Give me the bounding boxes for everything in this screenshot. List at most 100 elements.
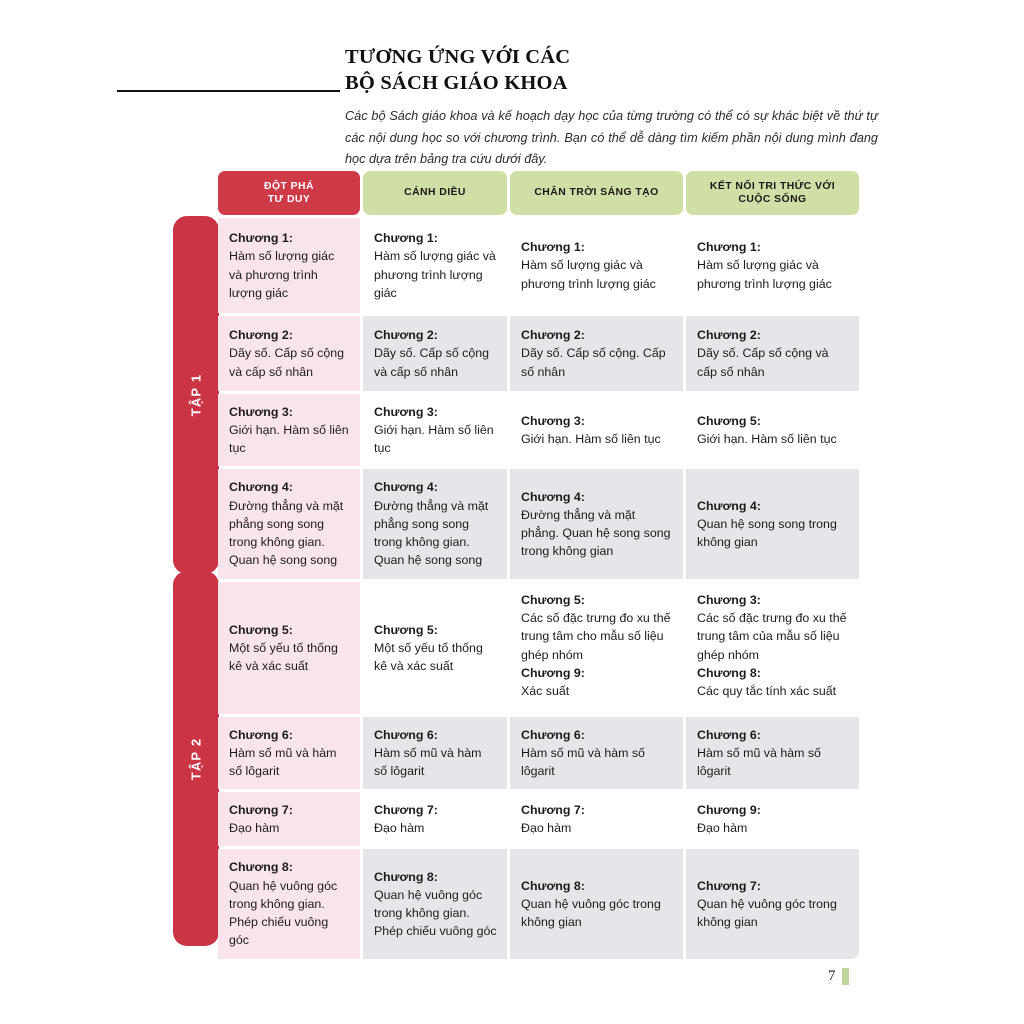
table-cell: Chương 4: Đường thẳng và mặt phẳng song s… xyxy=(218,469,360,579)
table-cell: Chương 1: Hàm số lượng giác và phương trì… xyxy=(218,218,360,313)
column-header-line-2: CUỘC SỐNG xyxy=(738,194,807,205)
column-header-chan-troi-sang-tao: CHÂN TRỜI SÁNG TẠO xyxy=(510,171,683,215)
chapter-description: Xác suất xyxy=(521,684,570,699)
chapter-label: Chương 7: xyxy=(521,802,585,817)
column-header-line-2: TƯ DUY xyxy=(267,194,311,205)
chapter-label: Chương 1: xyxy=(521,240,585,255)
volume-tab-2-label: TẬP 2 xyxy=(188,737,204,780)
column-header-line-1: CHÂN TRỜI SÁNG TẠO xyxy=(534,187,659,199)
chapter-block: Chương 3: Các số đặc trưng đo xu thế trun… xyxy=(697,591,849,664)
chapter-description: Hàm số lượng giác và phương trình lượng … xyxy=(521,258,656,291)
table-cell: Chương 2: Dãy số. Cấp số cộng. Cấp số nhâ… xyxy=(510,316,683,391)
chapter-label: Chương 1: xyxy=(374,231,438,246)
chapter-label: Chương 2: xyxy=(697,328,761,343)
table-cell: Chương 2: Dãy số. Cấp số cộng và cấp số n… xyxy=(218,316,360,391)
chapter-description: Hàm số mũ và hàm số lôgarit xyxy=(521,745,645,779)
textbook-comparison-table: ĐỘT PHÁ TƯ DUY CÁNH DIỀU CHÂN TRỜI SÁNG … xyxy=(218,171,859,959)
chapter-description: Đường thẳng và mặt phẳng song song trong… xyxy=(374,498,489,568)
chapter-block: Chương 6: Hàm số mũ và hàm số lôgarit xyxy=(697,726,849,781)
chapter-block: Chương 2: Dãy số. Cấp số cộng và cấp số n… xyxy=(229,326,350,381)
page-marker-bar xyxy=(841,968,849,985)
chapter-block: Chương 5: Các số đặc trưng đo xu thế trun… xyxy=(521,591,673,664)
chapter-description: Các số đặc trưng đo xu thế trung tâm cho… xyxy=(521,611,671,662)
chapter-description: Hàm số mũ và hàm số lôgarit xyxy=(229,745,337,779)
volume-tab-2: TẬP 2 xyxy=(173,571,219,946)
page-footer: 7 xyxy=(828,968,849,985)
chapter-description: Đạo hàm xyxy=(229,821,280,835)
chapter-label: Chương 6: xyxy=(374,727,438,742)
chapter-block: Chương 5: Một số yếu tố thống kê và xác s… xyxy=(374,621,497,676)
table-cell: Chương 3: Các số đặc trưng đo xu thế trun… xyxy=(686,582,859,714)
chapter-block: Chương 1: Hàm số lượng giác và phương trì… xyxy=(229,229,350,302)
table-cell: Chương 3: Giới hạn. Hàm số liên tục xyxy=(510,394,683,466)
table-cell: Chương 7: Quan hệ vuông góc trong không g… xyxy=(686,849,859,959)
chapter-block: Chương 5: Giới hạn. Hàm số liên tục xyxy=(697,412,849,448)
chapter-block: Chương 4: Quan hệ song song trong không g… xyxy=(697,497,849,552)
chapter-block: Chương 3: Giới hạn. Hàm số liên tục xyxy=(374,403,497,458)
table-cell: Chương 1: Hàm số lượng giác và phương trì… xyxy=(363,218,507,313)
table-cell: Chương 2: Dãy số. Cấp số cộng và cấp số n… xyxy=(363,316,507,391)
column-header-dot-pha-tu-duy: ĐỘT PHÁ TƯ DUY xyxy=(218,171,360,215)
chapter-description: Giới hạn. Hàm số liên tục xyxy=(521,432,661,446)
chapter-label: Chương 3: xyxy=(374,404,438,419)
chapter-block: Chương 6: Hàm số mũ và hàm số lôgarit xyxy=(229,726,350,781)
table-row: Chương 8: Quan hệ vuông góc trong không g… xyxy=(218,849,859,959)
chapter-label: Chương 8: xyxy=(697,665,761,680)
table-header-row: ĐỘT PHÁ TƯ DUY CÁNH DIỀU CHÂN TRỜI SÁNG … xyxy=(218,171,859,215)
table-cell: Chương 3: Giới hạn. Hàm số liên tục xyxy=(363,394,507,466)
chapter-label: Chương 1: xyxy=(697,240,761,255)
table-cell: Chương 5: Một số yếu tố thống kê và xác s… xyxy=(218,582,360,714)
table-cell: Chương 9: Đạo hàm xyxy=(686,792,859,846)
chapter-label: Chương 7: xyxy=(374,802,438,817)
chapter-block: Chương 8: Các quy tắc tính xác suất xyxy=(697,664,849,700)
table-cell: Chương 6: Hàm số mũ và hàm số lôgarit xyxy=(510,717,683,789)
table-cell: Chương 4: Quan hệ song song trong không g… xyxy=(686,469,859,579)
table-cell: Chương 7: Đạo hàm xyxy=(510,792,683,846)
chapter-description: Hàm số mũ và hàm số lôgarit xyxy=(697,745,821,779)
chapter-block: Chương 5: Một số yếu tố thống kê và xác s… xyxy=(229,621,350,676)
volume-tab-1: TẬP 1 xyxy=(173,216,219,574)
chapter-label: Chương 5: xyxy=(697,413,761,428)
chapter-block: Chương 3: Giới hạn. Hàm số liên tục xyxy=(521,412,673,448)
chapter-block: Chương 7: Quan hệ vuông góc trong không g… xyxy=(697,877,849,932)
chapter-label: Chương 5: xyxy=(229,622,293,637)
table-cell: Chương 6: Hàm số mũ và hàm số lôgarit xyxy=(686,717,859,789)
chapter-label: Chương 5: xyxy=(374,622,438,637)
column-header-line-1: ĐỘT PHÁ xyxy=(264,180,314,192)
chapter-label: Chương 2: xyxy=(374,328,438,343)
chapter-label: Chương 6: xyxy=(697,727,761,742)
chapter-description: Đường thẳng và mặt phẳng song song trong… xyxy=(229,498,344,568)
chapter-block: Chương 4: Đường thẳng và mặt phẳng song s… xyxy=(229,478,350,569)
chapter-description: Hàm số lượng giác và phương trình lượng … xyxy=(374,249,496,300)
chapter-block: Chương 9: Xác suất xyxy=(521,664,673,700)
table-cell: Chương 8: Quan hệ vuông góc trong không g… xyxy=(510,849,683,959)
chapter-block: Chương 7: Đạo hàm xyxy=(374,801,497,837)
chapter-description: Dãy số. Cấp số cộng và cấp số nhân xyxy=(374,346,490,379)
table-cell: Chương 8: Quan hệ vuông góc trong không g… xyxy=(363,849,507,959)
table-cell: Chương 5: Giới hạn. Hàm số liên tục xyxy=(686,394,859,466)
table-cell: Chương 5: Các số đặc trưng đo xu thế trun… xyxy=(510,582,683,714)
chapter-block: Chương 8: Quan hệ vuông góc trong không g… xyxy=(374,868,497,941)
table-cell: Chương 5: Một số yếu tố thống kê và xác s… xyxy=(363,582,507,714)
table-cell: Chương 2: Dãy số. Cấp số cộng và cấp số n… xyxy=(686,316,859,391)
chapter-block: Chương 6: Hàm số mũ và hàm số lôgarit xyxy=(521,726,673,781)
chapter-label: Chương 8: xyxy=(521,878,585,893)
chapter-block: Chương 9: Đạo hàm xyxy=(697,801,849,837)
table-row: Chương 6: Hàm số mũ và hàm số lôgarit Chươ… xyxy=(218,717,859,789)
chapter-label: Chương 5: xyxy=(521,593,585,607)
page-number: 7 xyxy=(828,968,836,984)
chapter-description: Quan hệ song song trong không gian xyxy=(697,516,837,550)
page-title-line-1: TƯƠNG ỨNG VỚI CÁC xyxy=(345,46,571,68)
chapter-block: Chương 8: Quan hệ vuông góc trong không g… xyxy=(229,858,350,949)
chapter-description: Giới hạn. Hàm số liên tục xyxy=(229,422,349,456)
chapter-label: Chương 2: xyxy=(229,328,293,343)
chapter-label: Chương 7: xyxy=(229,802,293,817)
chapter-label: Chương 3: xyxy=(521,413,585,428)
chapter-description: Các số đặc trưng đo xu thế trung tâm của… xyxy=(697,611,847,662)
chapter-block: Chương 6: Hàm số mũ và hàm số lôgarit xyxy=(374,726,497,781)
chapter-label: Chương 9: xyxy=(697,802,761,817)
chapter-description: Hàm số lượng giác và phương trình lượng … xyxy=(697,258,832,291)
chapter-description: Một số yếu tố thống kê và xác suất xyxy=(374,640,483,674)
chapter-description: Quan hệ vuông góc trong không gian xyxy=(521,896,661,930)
